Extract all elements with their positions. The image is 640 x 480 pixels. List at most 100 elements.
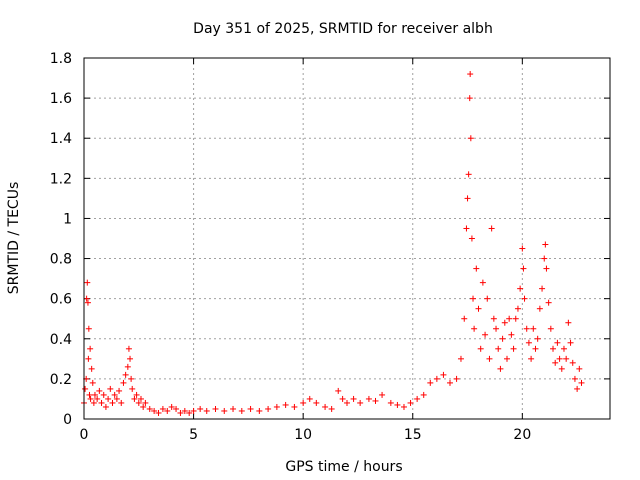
data-point bbox=[300, 399, 307, 406]
data-point bbox=[365, 395, 372, 402]
data-point bbox=[335, 387, 342, 394]
data-point bbox=[447, 379, 454, 386]
data-point bbox=[550, 345, 557, 352]
data-point bbox=[247, 405, 254, 412]
y-tick-label: 1.8 bbox=[50, 51, 72, 67]
data-point bbox=[495, 345, 502, 352]
data-point bbox=[477, 345, 484, 352]
data-point bbox=[142, 399, 149, 406]
data-point bbox=[282, 401, 289, 408]
y-tick-label: 0.6 bbox=[50, 292, 72, 308]
data-point bbox=[473, 265, 480, 272]
data-point bbox=[84, 279, 91, 286]
chart-title: Day 351 of 2025, SRMTID for receiver alb… bbox=[193, 21, 493, 37]
data-point bbox=[508, 331, 515, 338]
data-point bbox=[146, 405, 153, 412]
data-point bbox=[131, 395, 138, 402]
data-point bbox=[569, 359, 576, 366]
data-point bbox=[539, 285, 546, 292]
data-point bbox=[467, 135, 474, 142]
data-point bbox=[400, 403, 407, 410]
data-point bbox=[461, 315, 468, 322]
x-tick-label: 20 bbox=[513, 427, 531, 443]
data-point bbox=[519, 245, 526, 252]
data-point bbox=[87, 395, 94, 402]
data-point bbox=[90, 399, 97, 406]
data-point bbox=[116, 387, 123, 394]
data-point bbox=[556, 355, 563, 362]
data-point bbox=[291, 403, 298, 410]
y-tick-label: 1 bbox=[63, 211, 72, 227]
data-point bbox=[84, 299, 91, 306]
data-point bbox=[433, 375, 440, 382]
data-point bbox=[120, 379, 127, 386]
x-tick-label: 10 bbox=[294, 427, 312, 443]
data-points bbox=[81, 71, 585, 416]
data-point bbox=[273, 403, 280, 410]
data-point bbox=[467, 71, 474, 78]
data-point bbox=[197, 405, 204, 412]
y-tick-label: 0.2 bbox=[50, 372, 72, 388]
data-point bbox=[484, 295, 491, 302]
data-point bbox=[350, 395, 357, 402]
data-point bbox=[501, 319, 508, 326]
data-point bbox=[520, 265, 527, 272]
data-point bbox=[499, 335, 506, 342]
data-point bbox=[203, 407, 210, 414]
data-point bbox=[470, 295, 477, 302]
data-point bbox=[379, 391, 386, 398]
data-point bbox=[482, 331, 489, 338]
data-point bbox=[322, 403, 329, 410]
data-point bbox=[98, 399, 105, 406]
data-point bbox=[563, 355, 570, 362]
data-point bbox=[94, 395, 101, 402]
y-tick-label: 0.8 bbox=[50, 252, 72, 268]
data-point bbox=[486, 355, 493, 362]
data-point bbox=[230, 405, 237, 412]
data-point bbox=[135, 399, 142, 406]
data-point bbox=[528, 355, 535, 362]
data-point bbox=[137, 395, 144, 402]
data-point bbox=[560, 345, 567, 352]
data-point bbox=[558, 365, 565, 372]
data-point bbox=[466, 95, 473, 102]
grid-layer bbox=[84, 58, 610, 419]
data-point bbox=[124, 363, 131, 370]
data-point bbox=[168, 403, 175, 410]
data-point bbox=[578, 379, 585, 386]
data-point bbox=[96, 387, 103, 394]
data-point bbox=[87, 345, 94, 352]
data-point bbox=[543, 265, 550, 272]
data-point bbox=[177, 409, 184, 416]
data-point bbox=[265, 405, 272, 412]
data-point bbox=[387, 399, 394, 406]
data-point bbox=[82, 385, 89, 392]
data-point bbox=[86, 391, 93, 398]
data-point bbox=[541, 255, 548, 262]
data-point bbox=[344, 399, 350, 406]
data-point bbox=[571, 375, 578, 382]
data-point bbox=[521, 295, 528, 302]
data-point bbox=[190, 407, 197, 414]
data-point bbox=[181, 407, 188, 414]
data-point bbox=[490, 315, 497, 322]
data-point bbox=[122, 371, 129, 378]
data-point bbox=[164, 407, 171, 414]
data-point bbox=[532, 345, 539, 352]
data-point bbox=[420, 391, 427, 398]
data-point bbox=[554, 339, 561, 346]
data-point bbox=[576, 365, 583, 372]
data-point bbox=[440, 371, 447, 378]
data-point bbox=[545, 299, 552, 306]
data-point bbox=[510, 345, 517, 352]
data-point bbox=[457, 355, 464, 362]
x-tick-label: 5 bbox=[189, 427, 198, 443]
data-point bbox=[91, 391, 98, 398]
data-point bbox=[475, 305, 482, 312]
data-point bbox=[328, 405, 335, 412]
data-point bbox=[552, 359, 559, 366]
x-axis-label: GPS time / hours bbox=[285, 459, 402, 475]
data-point bbox=[118, 399, 125, 406]
y-tick-label: 1.2 bbox=[50, 171, 72, 187]
